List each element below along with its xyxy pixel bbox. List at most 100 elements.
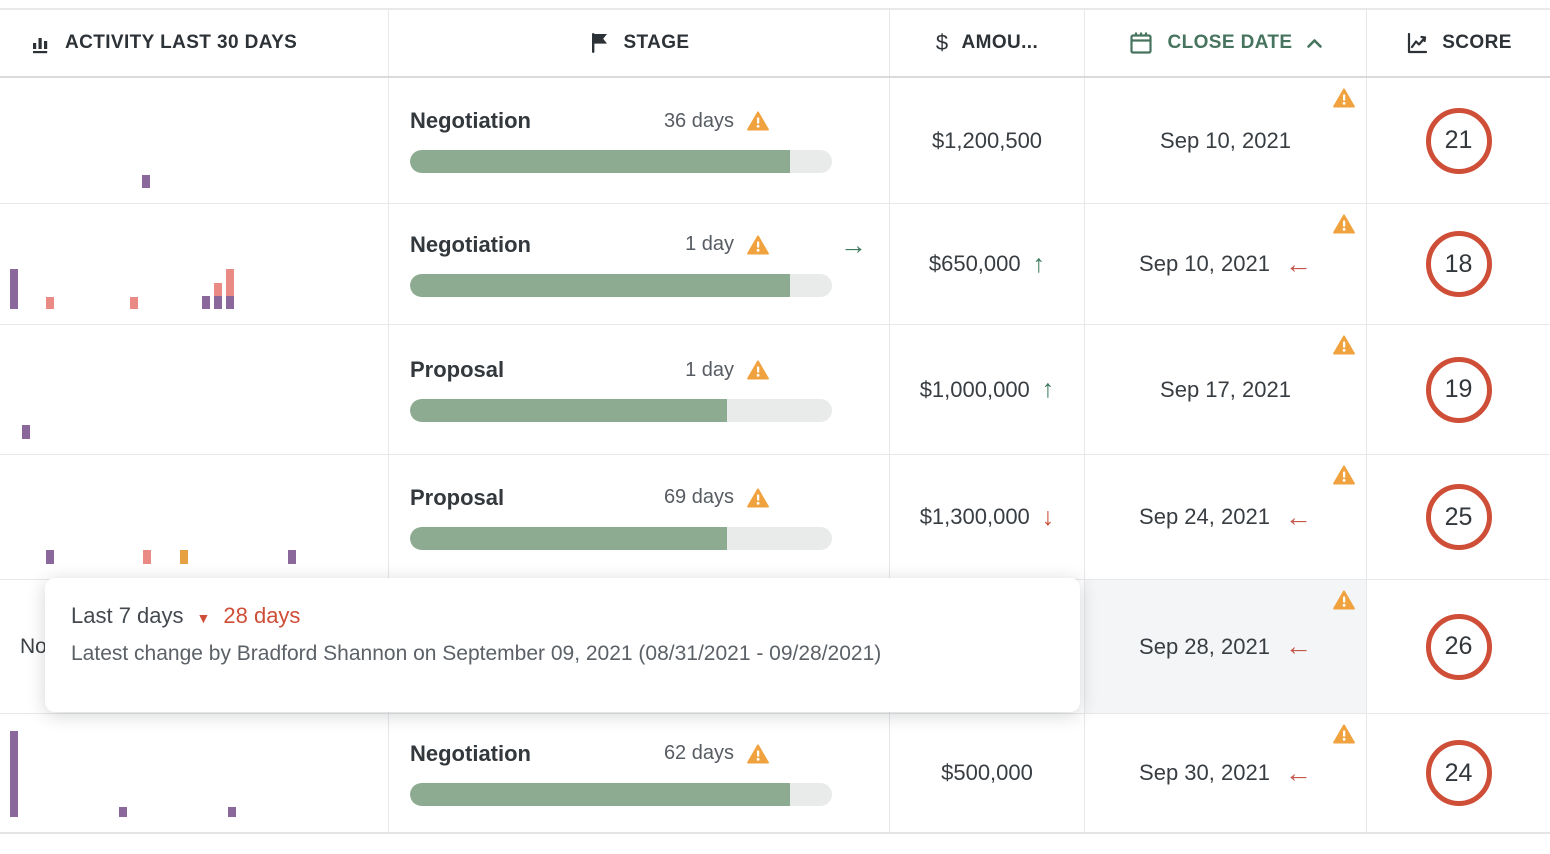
close-date-value: Sep 30, 2021 bbox=[1139, 760, 1270, 785]
activity-cell bbox=[0, 455, 389, 579]
amount-value: $1,300,000 bbox=[919, 504, 1030, 529]
dollar-icon: $ bbox=[935, 30, 949, 55]
stage-progress-bar bbox=[410, 399, 832, 422]
stage-cell[interactable]: Proposal 69 days bbox=[389, 455, 890, 579]
score-badge: 26 bbox=[1425, 613, 1492, 680]
amount-cell[interactable]: $650,000 ↑ bbox=[890, 204, 1085, 324]
stage-progress-fill bbox=[410, 273, 790, 297]
stage-forward-arrow-icon: → bbox=[840, 229, 867, 260]
amount-cell[interactable]: $1,200,500 bbox=[890, 78, 1085, 203]
stage-progress-fill bbox=[410, 399, 727, 422]
close-date-change-tooltip: Last 7 days ▼ 28 days Latest change by B… bbox=[45, 578, 1080, 712]
bar-chart-icon bbox=[30, 32, 52, 54]
activity-cell bbox=[0, 204, 389, 324]
deals-table: ACTIVITY LAST 30 DAYS STAGE $ AMOU... CL… bbox=[0, 8, 1550, 834]
stage-duration: 69 days bbox=[663, 486, 734, 508]
score-value: 18 bbox=[1444, 249, 1473, 278]
stage-name: Negotiation bbox=[410, 231, 531, 257]
score-badge: 24 bbox=[1425, 740, 1492, 806]
tooltip-detail: Latest change by Bradford Shannon on Sep… bbox=[71, 642, 882, 665]
stage-row: Proposal 69 days bbox=[410, 485, 832, 511]
table-row: Proposal 69 days $1,300,000 ↓ Sep 24, 20… bbox=[0, 455, 1550, 580]
stage-name: Negotiation bbox=[410, 108, 531, 133]
stage-row: Proposal 1 day bbox=[410, 357, 832, 383]
amount-trend-icon: ↑ bbox=[1032, 249, 1046, 278]
score-cell[interactable]: 25 bbox=[1367, 455, 1550, 579]
close-date-cell[interactable]: Sep 28, 2021 ← bbox=[1085, 580, 1367, 713]
stage-progress-bar bbox=[410, 782, 832, 806]
table-row: Negotiation 36 days $1,200,500 Sep 10, 2… bbox=[0, 78, 1550, 204]
score-cell[interactable]: 18 bbox=[1367, 204, 1550, 324]
close-date-cell[interactable]: Sep 10, 2021 bbox=[1085, 78, 1367, 203]
tooltip-delta: 28 days bbox=[223, 603, 301, 628]
stage-row: Negotiation 36 days bbox=[410, 108, 832, 134]
column-header-score[interactable]: SCORE bbox=[1367, 10, 1550, 76]
amount-cell[interactable]: $1,300,000 ↓ bbox=[890, 455, 1085, 579]
flag-icon bbox=[588, 31, 610, 55]
warning-icon bbox=[747, 743, 769, 764]
date-moved-earlier-icon: ← bbox=[1284, 631, 1312, 661]
score-value: 24 bbox=[1444, 758, 1473, 787]
activity-sparkline bbox=[0, 325, 388, 454]
amount-value: $650,000 bbox=[928, 251, 1021, 276]
amount-cell[interactable]: $1,000,000 ↑ bbox=[890, 325, 1085, 454]
warning-icon bbox=[747, 234, 769, 255]
score-badge: 18 bbox=[1425, 231, 1492, 297]
warning-icon bbox=[1333, 465, 1355, 485]
stage-row: Negotiation 62 days bbox=[410, 741, 832, 767]
column-header-label: SCORE bbox=[1442, 32, 1512, 53]
stage-progress-bar bbox=[410, 526, 832, 550]
warning-icon bbox=[1333, 590, 1355, 610]
warning-icon bbox=[1333, 724, 1355, 744]
table-row: No Sep 28, 2021 ← 26 bbox=[0, 580, 1550, 714]
close-date-cell[interactable]: Sep 17, 2021 bbox=[1085, 325, 1367, 454]
activity-sparkline bbox=[0, 714, 388, 832]
tooltip-header: Last 7 days ▼ 28 days bbox=[71, 603, 1080, 629]
table-body: Negotiation 36 days $1,200,500 Sep 10, 2… bbox=[0, 78, 1550, 832]
stage-name: Negotiation bbox=[410, 740, 531, 766]
amount-cell[interactable] bbox=[890, 580, 1085, 713]
sort-ascending-icon bbox=[1306, 38, 1323, 49]
stage-duration: 62 days bbox=[663, 742, 734, 764]
close-date-cell[interactable]: Sep 10, 2021 ← bbox=[1085, 204, 1367, 324]
amount-cell[interactable]: $500,000 bbox=[890, 714, 1085, 832]
stage-cell[interactable]: Proposal 1 day bbox=[389, 325, 890, 454]
amount-trend-icon: ↓ bbox=[1041, 502, 1055, 531]
stage-cell[interactable]: Negotiation 1 day → bbox=[389, 204, 890, 324]
close-date-cell[interactable]: Sep 24, 2021 ← bbox=[1085, 455, 1367, 579]
column-header-label: ACTIVITY LAST 30 DAYS bbox=[65, 32, 298, 53]
column-header-close-date[interactable]: CLOSE DATE bbox=[1085, 10, 1367, 76]
stage-progress-bar bbox=[410, 150, 832, 173]
line-chart-icon bbox=[1405, 31, 1429, 55]
table-header: ACTIVITY LAST 30 DAYS STAGE $ AMOU... CL… bbox=[0, 10, 1550, 78]
amount-trend-icon: ↑ bbox=[1041, 375, 1055, 403]
amount-value: $500,000 bbox=[941, 760, 1033, 785]
warning-icon bbox=[1333, 335, 1355, 355]
score-badge: 21 bbox=[1425, 107, 1492, 174]
column-header-activity[interactable]: ACTIVITY LAST 30 DAYS bbox=[0, 10, 389, 76]
column-header-stage[interactable]: STAGE bbox=[389, 10, 890, 76]
close-date-value: Sep 10, 2021 bbox=[1160, 127, 1291, 153]
table-row: Negotiation 62 days $500,000 Sep 30, 202… bbox=[0, 714, 1550, 832]
close-date-cell[interactable]: Sep 30, 2021 ← bbox=[1085, 714, 1367, 832]
score-value: 21 bbox=[1444, 126, 1473, 154]
score-badge: 25 bbox=[1425, 484, 1492, 550]
score-value: 25 bbox=[1444, 502, 1473, 531]
tooltip-period-dropdown[interactable]: Last 7 days bbox=[71, 603, 184, 628]
stage-cell[interactable]: Negotiation 62 days bbox=[389, 714, 890, 832]
score-cell[interactable]: 24 bbox=[1367, 714, 1550, 832]
close-date-value: Sep 24, 2021 bbox=[1139, 504, 1270, 529]
score-cell[interactable]: 19 bbox=[1367, 325, 1550, 454]
warning-icon bbox=[747, 360, 769, 380]
dropdown-caret-icon[interactable]: ▼ bbox=[196, 609, 211, 626]
score-cell[interactable]: 21 bbox=[1367, 78, 1550, 203]
column-header-amount[interactable]: $ AMOU... bbox=[890, 10, 1085, 76]
close-date-value: Sep 28, 2021 bbox=[1139, 633, 1270, 659]
table-row: Negotiation 1 day → $650,000 ↑ Sep 10, 2… bbox=[0, 204, 1550, 325]
activity-cell bbox=[0, 78, 389, 203]
stage-cell[interactable]: Negotiation 36 days bbox=[389, 78, 890, 203]
score-badge: 19 bbox=[1425, 356, 1492, 423]
activity-sparkline bbox=[0, 455, 388, 579]
column-header-label: CLOSE DATE bbox=[1167, 32, 1293, 53]
score-cell[interactable]: 26 bbox=[1367, 580, 1550, 713]
